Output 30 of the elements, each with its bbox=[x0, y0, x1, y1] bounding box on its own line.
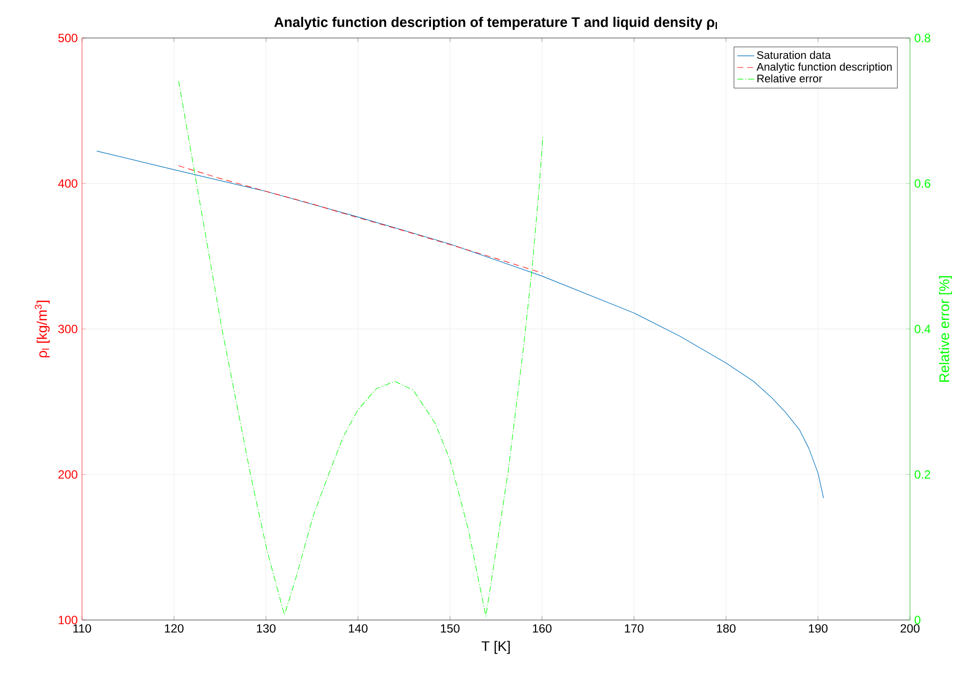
legend-label: Saturation data bbox=[757, 50, 831, 59]
x-tick-label: 200 bbox=[900, 624, 920, 633]
y-tick-label: 100 bbox=[58, 616, 78, 624]
chart-title: Analytic function description of temperature T and liquid density ρ$_{l}$ bbox=[274, 16, 717, 30]
y2-tick-label: 0 bbox=[914, 616, 920, 624]
y2-tick-label: 0.6 bbox=[914, 179, 930, 188]
y-tick-label: 200 bbox=[58, 470, 78, 479]
legend-label: Analytic function description bbox=[756, 62, 892, 73]
x-tick-label: 160 bbox=[532, 624, 552, 633]
y-tick-label: 300 bbox=[58, 324, 78, 334]
x-tick-label: 120 bbox=[164, 624, 184, 633]
y-tick-label: 400 bbox=[58, 179, 78, 188]
x-tick-label: 150 bbox=[440, 624, 460, 633]
x-tick-label: 180 bbox=[716, 624, 736, 633]
x-tick-label: 190 bbox=[808, 624, 828, 633]
x-tick-label: 110 bbox=[73, 624, 92, 633]
x-axis-title: T [K] bbox=[482, 640, 510, 654]
line-series bbox=[96, 150, 824, 498]
line-series bbox=[178, 80, 544, 617]
y2-axis-title: Relative error [%] bbox=[938, 276, 952, 382]
line-series bbox=[178, 165, 544, 274]
y2-tick-label: 0.8 bbox=[914, 34, 930, 42]
x-tick-label: 130 bbox=[256, 624, 276, 633]
y2-tick-label: 0.4 bbox=[914, 324, 930, 334]
y-tick-label: 500 bbox=[58, 34, 78, 42]
x-tick-label: 170 bbox=[624, 624, 644, 633]
y-axis-title: ρ$_{l}$ [kg/m$^{3}$] bbox=[34, 300, 50, 358]
x-tick-label: 140 bbox=[348, 624, 368, 633]
y2-tick-label: 0.2 bbox=[914, 470, 930, 479]
legend-label: Relative error bbox=[757, 74, 822, 82]
